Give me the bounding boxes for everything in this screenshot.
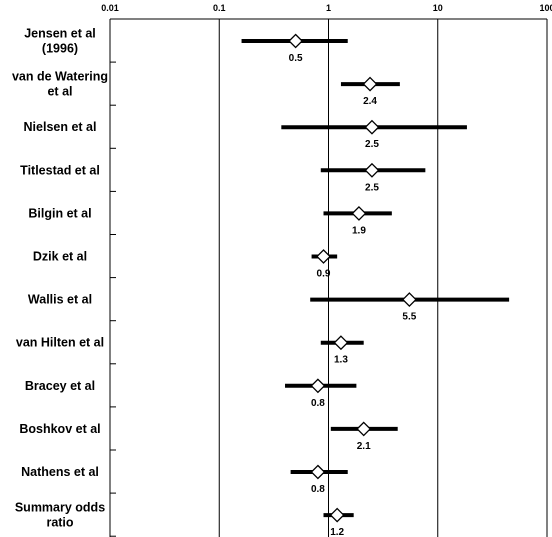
estimate-diamond bbox=[316, 249, 331, 264]
study-label: Wallis et al bbox=[28, 293, 92, 307]
estimate-label: 2.4 bbox=[363, 96, 377, 107]
study-label: (1996) bbox=[42, 42, 78, 56]
estimate-label: 2.5 bbox=[365, 139, 379, 150]
estimate-diamond bbox=[401, 292, 417, 308]
study-label: van Hilten et al bbox=[16, 336, 104, 350]
study-row: van Hilten et al 1.3 bbox=[16, 335, 364, 366]
estimate-diamond bbox=[333, 335, 349, 351]
x-tick-label: 100 bbox=[539, 3, 552, 13]
study-label: Nathens et al bbox=[21, 465, 99, 479]
estimate-diamond bbox=[329, 507, 345, 523]
study-row: Bilgin et al 1.9 bbox=[28, 205, 392, 236]
estimate-diamond bbox=[310, 464, 326, 480]
estimate-label: 0.8 bbox=[311, 484, 325, 495]
estimate-label: 1.2 bbox=[330, 527, 344, 537]
study-row: Bracey et al 0.8 bbox=[25, 378, 357, 409]
study-label: ratio bbox=[46, 516, 73, 530]
estimate-diamond bbox=[288, 33, 304, 49]
estimate-label: 2.1 bbox=[357, 441, 371, 452]
x-axis: 0.01 0.1 1 10 100 bbox=[101, 3, 552, 537]
x-tick-label: 10 bbox=[433, 3, 443, 13]
estimate-label: 1.9 bbox=[352, 225, 366, 236]
estimate-diamond bbox=[310, 378, 326, 394]
study-label: van de Watering bbox=[12, 70, 108, 84]
estimate-label: 0.5 bbox=[289, 53, 303, 64]
x-tick-label: 1 bbox=[326, 3, 331, 13]
study-label: Jensen et al bbox=[24, 27, 96, 41]
study-label: Bilgin et al bbox=[28, 206, 91, 220]
estimate-diamond bbox=[362, 76, 378, 92]
study-label: Boshkov et al bbox=[19, 422, 100, 436]
study-label: Bracey et al bbox=[25, 379, 95, 393]
study-label: Titlestad et al bbox=[20, 163, 100, 177]
x-tick-label: 0.1 bbox=[213, 3, 226, 13]
study-row: Nielsen et al 2.5 bbox=[24, 119, 467, 150]
study-row: Dzik et al 0.9 bbox=[33, 249, 338, 280]
study-label: Summary odds bbox=[15, 501, 105, 515]
estimate-diamond bbox=[364, 162, 380, 178]
estimate-label: 5.5 bbox=[402, 312, 416, 323]
estimate-label: 2.5 bbox=[365, 182, 379, 193]
study-row: Boshkov et al 2.1 bbox=[19, 421, 398, 452]
study-row: Titlestad et al 2.5 bbox=[20, 162, 426, 193]
study-label: et al bbox=[47, 85, 72, 99]
study-label: Nielsen et al bbox=[24, 120, 97, 134]
estimate-label: 0.8 bbox=[311, 398, 325, 409]
estimate-diamond bbox=[356, 421, 372, 437]
x-tick-label: 0.01 bbox=[101, 3, 119, 13]
study-row: Wallis et al 5.5 bbox=[28, 292, 510, 323]
estimate-diamond bbox=[364, 119, 380, 135]
estimate-label: 0.9 bbox=[317, 269, 331, 280]
study-row: Nathens et al 0.8 bbox=[21, 464, 348, 495]
study-row: Jensen et al(1996) 0.5 bbox=[24, 27, 348, 64]
estimate-label: 1.3 bbox=[334, 355, 348, 366]
study-label: Dzik et al bbox=[33, 250, 87, 264]
estimate-diamond bbox=[351, 205, 367, 221]
